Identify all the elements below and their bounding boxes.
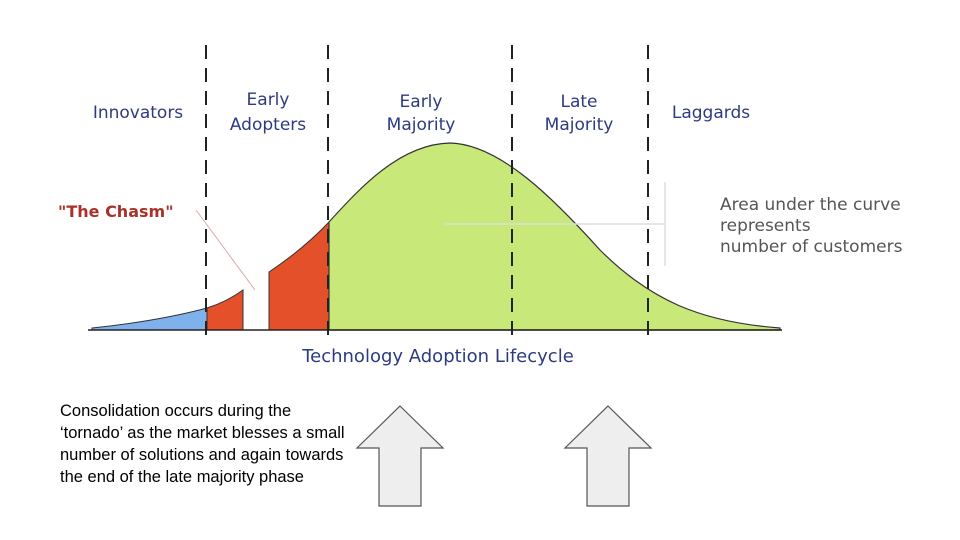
- early-adopters-area-right: [268, 220, 330, 331]
- label-early-adopters-line1: Early: [247, 90, 290, 110]
- chasm-pointer-line: [195, 209, 256, 291]
- up-arrow-icon: [563, 405, 653, 507]
- label-laggards: Laggards: [672, 103, 750, 123]
- early-adopters-area-left: [206, 289, 244, 331]
- label-late-majority-line2: Majority: [545, 115, 614, 135]
- chasm-label: "The Chasm": [58, 202, 174, 221]
- note-line-2: represents: [720, 216, 811, 236]
- label-innovators: Innovators: [93, 103, 183, 123]
- up-arrow-icon: [355, 405, 445, 507]
- label-early-adopters-line2: Adopters: [230, 115, 306, 135]
- label-late-majority-line1: Late: [560, 92, 597, 112]
- consolidation-caption: Consolidation occurs during the ‘tornado…: [60, 402, 345, 486]
- majority-laggards-area: [328, 142, 781, 331]
- innovators-area: [91, 307, 208, 331]
- note-line-3: number of customers: [720, 237, 903, 257]
- note-line-1: Area under the curve: [720, 195, 901, 215]
- label-early-majority-line1: Early: [400, 92, 443, 112]
- lifecycle-title: Technology Adoption Lifecycle: [301, 346, 574, 367]
- label-early-majority-line2: Majority: [387, 115, 456, 135]
